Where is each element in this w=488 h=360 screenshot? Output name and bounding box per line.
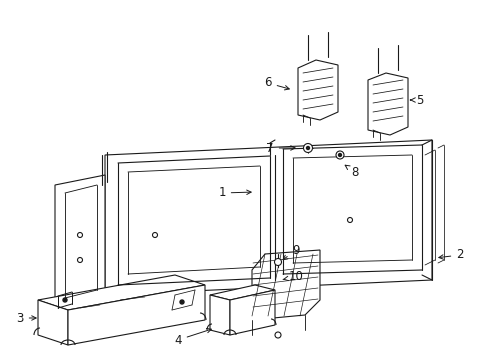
Circle shape xyxy=(152,233,157,238)
Polygon shape xyxy=(55,175,105,305)
Polygon shape xyxy=(209,295,229,335)
Circle shape xyxy=(347,217,352,222)
Text: 1: 1 xyxy=(218,186,251,199)
Circle shape xyxy=(274,332,281,338)
Text: 2: 2 xyxy=(438,248,463,261)
Circle shape xyxy=(77,257,82,262)
Text: 10: 10 xyxy=(283,270,303,284)
Polygon shape xyxy=(367,73,407,135)
Text: 6: 6 xyxy=(264,77,289,90)
Polygon shape xyxy=(229,290,274,335)
Circle shape xyxy=(274,258,281,266)
Polygon shape xyxy=(38,300,68,345)
Polygon shape xyxy=(105,140,431,295)
Text: 3: 3 xyxy=(16,311,36,324)
Polygon shape xyxy=(68,285,204,345)
Text: 5: 5 xyxy=(410,94,423,107)
Polygon shape xyxy=(209,285,274,300)
Circle shape xyxy=(303,144,312,153)
Text: 4: 4 xyxy=(174,328,211,346)
Circle shape xyxy=(335,151,343,159)
Polygon shape xyxy=(251,250,319,320)
Polygon shape xyxy=(297,60,337,120)
Circle shape xyxy=(180,300,183,304)
Text: 8: 8 xyxy=(345,165,358,179)
Circle shape xyxy=(338,153,341,157)
Text: 9: 9 xyxy=(283,243,299,260)
Circle shape xyxy=(306,147,309,149)
Circle shape xyxy=(77,233,82,238)
Circle shape xyxy=(63,298,67,302)
Polygon shape xyxy=(38,275,204,310)
Text: 7: 7 xyxy=(265,141,295,154)
